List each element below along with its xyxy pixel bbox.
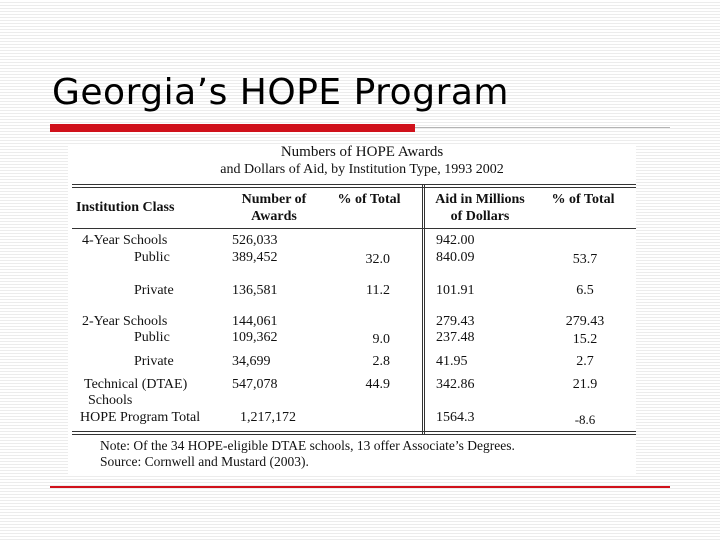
row-aid: 41.95 xyxy=(436,354,468,369)
header-number-of-awards: Number of Awards xyxy=(241,192,307,224)
row-label-total: HOPE Program Total xyxy=(80,410,201,425)
row-awards: 136,581 xyxy=(232,283,278,298)
header-pct-total: % of Total xyxy=(337,192,401,207)
row-label-continued: Schools xyxy=(88,393,133,408)
row-label: Private xyxy=(134,283,174,298)
row-label: Technical (DTAE) xyxy=(84,377,188,392)
row-pct2-total: -8.6 xyxy=(574,412,596,427)
row-pct2: 2.7 xyxy=(576,354,594,369)
row-pct: 32.0 xyxy=(365,252,391,267)
row-pct2: 15.2 xyxy=(572,332,598,347)
table-top-rule-double xyxy=(72,187,636,188)
row-awards: 526,033 xyxy=(232,233,278,248)
row-awards: 547,078 xyxy=(232,377,278,392)
row-pct: 11.2 xyxy=(366,283,390,298)
row-pct2: 21.9 xyxy=(572,377,598,392)
column-divider-double xyxy=(424,184,425,434)
table-bottom-rule xyxy=(72,431,636,432)
footer-accent-line xyxy=(50,486,670,488)
table-subtitle: and Dollars of Aid, by Institution Type,… xyxy=(220,162,504,177)
row-label: Public xyxy=(134,250,170,265)
row-pct2: 279.43 xyxy=(565,314,605,329)
title-divider xyxy=(415,127,670,128)
row-pct: 9.0 xyxy=(372,332,391,347)
row-label: Private xyxy=(134,354,174,369)
table-bottom-rule-double xyxy=(72,434,636,435)
table-header-rule xyxy=(72,228,636,229)
row-pct2: 53.7 xyxy=(572,252,598,267)
table-note: Note: Of the 34 HOPE-eligible DTAE schoo… xyxy=(100,438,515,453)
row-pct2: 6.5 xyxy=(576,283,594,298)
row-aid: 942.00 xyxy=(436,233,475,248)
hope-awards-table: Numbers of HOPE Awards and Dollars of Ai… xyxy=(68,144,636,476)
row-label: Public xyxy=(134,330,170,345)
row-aid: 840.09 xyxy=(436,250,475,265)
title-accent-bar xyxy=(50,124,415,132)
header-institution-class: Institution Class xyxy=(76,200,175,215)
slide-title: Georgia’s HOPE Program xyxy=(52,72,509,113)
row-aid-total: 1564.3 xyxy=(436,410,475,425)
row-awards: 144,061 xyxy=(232,314,278,329)
row-label: 4-Year Schools xyxy=(82,233,168,248)
row-aid: 237.48 xyxy=(436,330,475,345)
row-label: 2-Year Schools xyxy=(82,314,168,329)
row-pct: 44.9 xyxy=(365,377,391,392)
row-awards: 109,362 xyxy=(232,330,278,345)
row-awards: 389,452 xyxy=(232,250,278,265)
row-awards-total: 1,217,172 xyxy=(240,410,296,425)
header-pct-total-aid: % of Total xyxy=(551,192,615,207)
row-awards: 34,699 xyxy=(232,354,271,369)
row-pct: 2.8 xyxy=(372,354,391,369)
table-top-rule xyxy=(72,184,636,185)
column-divider xyxy=(422,184,423,434)
row-aid: 342.86 xyxy=(436,377,475,392)
table-title: Numbers of HOPE Awards xyxy=(280,144,444,160)
row-aid: 101.91 xyxy=(436,283,475,298)
row-aid: 279.43 xyxy=(436,314,475,329)
table-source: Source: Cornwell and Mustard (2003). xyxy=(100,454,309,469)
header-aid-millions: Aid in Millions of Dollars xyxy=(435,192,525,224)
